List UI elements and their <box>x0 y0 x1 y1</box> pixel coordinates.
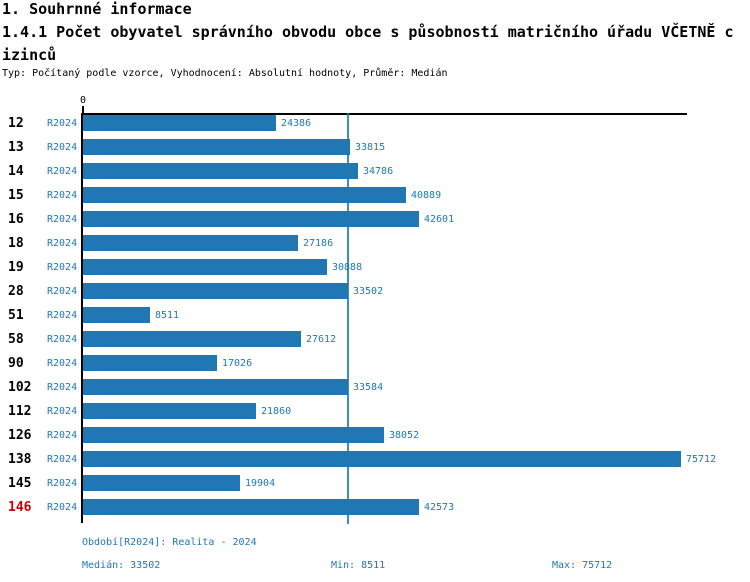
bar-value-label: 34786 <box>363 166 394 177</box>
row-category-label: 14 <box>8 164 24 179</box>
bar-value-label: 27186 <box>303 238 334 249</box>
row-period-label: R2024 <box>47 382 78 393</box>
bar-value-label: 19904 <box>245 478 276 489</box>
row-period-label: R2024 <box>47 310 78 321</box>
row-period-label: R2024 <box>47 406 78 417</box>
row-period-label: R2024 <box>47 430 78 441</box>
bar <box>83 139 350 155</box>
row-category-label: 51 <box>8 308 24 323</box>
bar-value-label: 42573 <box>424 502 455 513</box>
row-category-label: 12 <box>8 116 24 131</box>
bar <box>83 187 406 203</box>
row-category-label: 146 <box>8 500 32 515</box>
bar-value-label: 42601 <box>424 214 455 225</box>
row-category-label: 58 <box>8 332 24 347</box>
row-period-label: R2024 <box>47 454 78 465</box>
row-period-label: R2024 <box>47 286 78 297</box>
bar-value-label: 33584 <box>353 382 384 393</box>
y-axis-line <box>81 113 83 523</box>
row-period-label: R2024 <box>47 478 78 489</box>
row-period-label: R2024 <box>47 142 78 153</box>
bar <box>83 379 348 395</box>
bar <box>83 307 150 323</box>
report-title: 1. Souhrnné informace <box>2 0 192 18</box>
bar-value-label: 33502 <box>353 286 384 297</box>
bar-value-label: 40889 <box>411 190 442 201</box>
row-period-label: R2024 <box>47 334 78 345</box>
bar-value-label: 33815 <box>355 142 386 153</box>
report-meta: Typ: Počítaný podle vzorce, Vyhodnocení:… <box>2 68 448 79</box>
row-category-label: 13 <box>8 140 24 155</box>
footer-max-label: Max: 75712 <box>552 560 613 571</box>
report-subtitle-line1: 1.4.1 Počet obyvatel správního obvodu ob… <box>2 23 734 41</box>
median-line <box>347 113 349 524</box>
bar-value-label: 8511 <box>155 310 180 321</box>
bar-value-label: 27612 <box>306 334 337 345</box>
bar-value-label: 38052 <box>389 430 420 441</box>
bar <box>83 403 256 419</box>
bar <box>83 475 240 491</box>
bar <box>83 331 301 347</box>
bar <box>83 283 348 299</box>
row-category-label: 138 <box>8 452 32 467</box>
footer-min-label: Min: 8511 <box>331 560 386 571</box>
axis-zero-label: 0 <box>79 95 87 106</box>
row-period-label: R2024 <box>47 262 78 273</box>
axis-zero-tick <box>82 106 84 114</box>
row-period-label: R2024 <box>47 166 78 177</box>
row-category-label: 126 <box>8 428 32 443</box>
bar <box>83 259 327 275</box>
row-category-label: 18 <box>8 236 24 251</box>
row-period-label: R2024 <box>47 190 78 201</box>
bar-value-label: 75712 <box>686 454 717 465</box>
row-period-label: R2024 <box>47 502 78 513</box>
bar <box>83 355 217 371</box>
bar-value-label: 30888 <box>332 262 363 273</box>
row-category-label: 28 <box>8 284 24 299</box>
row-period-label: R2024 <box>47 214 78 225</box>
row-category-label: 102 <box>8 380 32 395</box>
bar <box>83 211 419 227</box>
bar-value-label: 21860 <box>261 406 292 417</box>
row-category-label: 112 <box>8 404 32 419</box>
row-category-label: 145 <box>8 476 32 491</box>
row-category-label: 90 <box>8 356 24 371</box>
bar-value-label: 24386 <box>281 118 312 129</box>
bar-value-label: 17026 <box>222 358 253 369</box>
bar <box>83 163 358 179</box>
bar <box>83 451 681 467</box>
chart-top-border <box>81 113 687 115</box>
row-period-label: R2024 <box>47 358 78 369</box>
row-category-label: 19 <box>8 260 24 275</box>
row-category-label: 16 <box>8 212 24 227</box>
bar <box>83 499 419 515</box>
row-period-label: R2024 <box>47 238 78 249</box>
bar <box>83 427 384 443</box>
report-subtitle-line2: izinců <box>2 46 57 64</box>
footer-period-label: Období[R2024]: Realita - 2024 <box>82 537 257 548</box>
row-category-label: 15 <box>8 188 24 203</box>
bar <box>83 115 276 131</box>
row-period-label: R2024 <box>47 118 78 129</box>
footer-median-label: Medián: 33502 <box>82 560 161 571</box>
bar <box>83 235 298 251</box>
